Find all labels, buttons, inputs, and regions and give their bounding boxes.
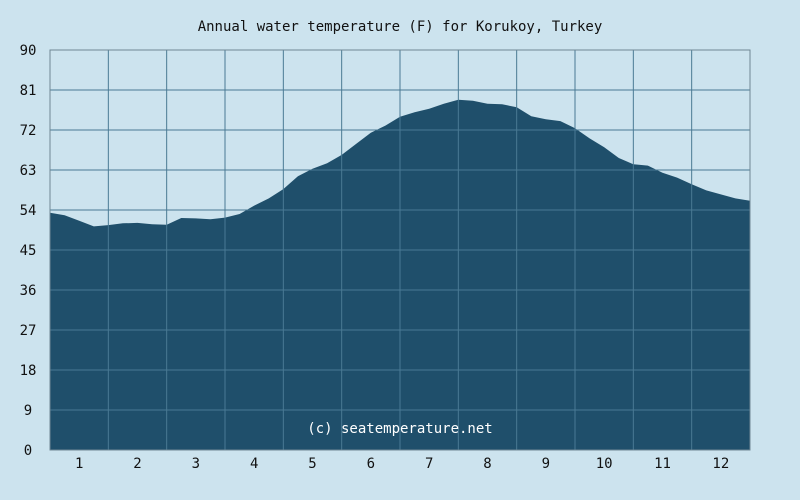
x-tick-label: 7 xyxy=(425,456,433,472)
y-tick-label: 81 xyxy=(20,83,37,99)
y-tick-label: 45 xyxy=(20,243,37,259)
y-tick-label: 63 xyxy=(20,163,37,179)
x-tick-label: 9 xyxy=(542,456,550,472)
y-tick-label: 0 xyxy=(24,443,32,459)
plot-border xyxy=(49,49,751,451)
y-tick-label: 90 xyxy=(20,43,37,59)
x-tick-label: 11 xyxy=(654,456,671,472)
y-tick-label: 54 xyxy=(20,203,37,219)
y-tick-label: 36 xyxy=(20,283,37,299)
watermark-text: (c) seatemperature.net xyxy=(307,421,492,437)
x-tick-label: 1 xyxy=(75,456,83,472)
y-tick-label: 72 xyxy=(20,123,37,139)
x-tick-label: 8 xyxy=(483,456,491,472)
x-tick-label: 5 xyxy=(308,456,316,472)
y-tick-label: 27 xyxy=(20,323,37,339)
x-tick-label: 12 xyxy=(712,456,729,472)
x-tick-label: 4 xyxy=(250,456,258,472)
y-tick-label: 18 xyxy=(20,363,37,379)
x-tick-label: 3 xyxy=(192,456,200,472)
x-tick-label: 6 xyxy=(367,456,375,472)
chart-title: Annual water temperature (F) for Korukoy… xyxy=(197,19,603,35)
x-tick-label: 2 xyxy=(133,456,141,472)
y-tick-label: 9 xyxy=(24,403,32,419)
x-tick-label: 10 xyxy=(596,456,613,472)
